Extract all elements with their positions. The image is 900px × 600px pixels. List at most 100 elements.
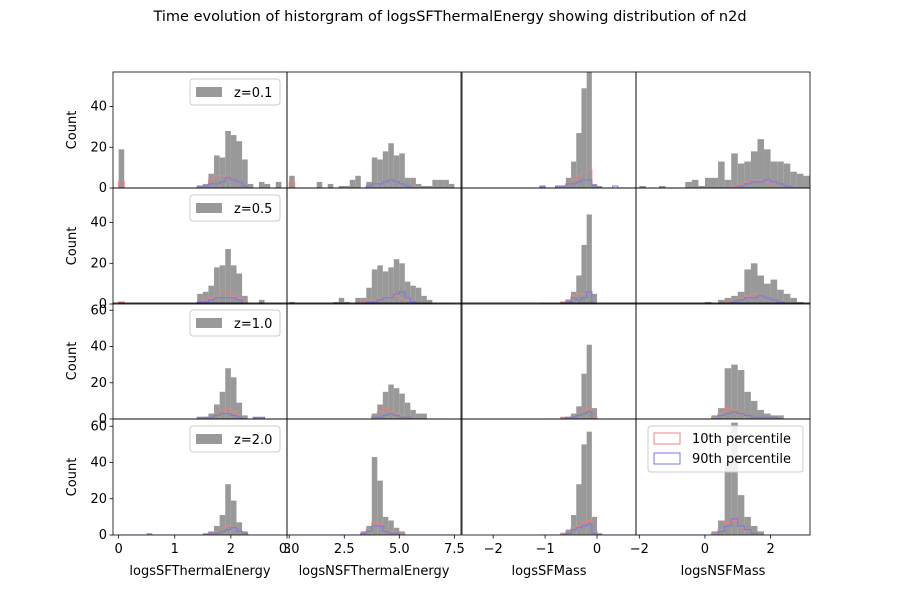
histogram-bar xyxy=(691,179,699,188)
histogram-bar xyxy=(360,297,367,304)
legend-label: z=2.0 xyxy=(234,433,272,448)
panel-r2-c0 xyxy=(118,368,282,419)
histogram-bar xyxy=(718,161,725,188)
histogram-bar xyxy=(382,151,389,188)
p10-step-line xyxy=(289,295,455,304)
legend-label: z=0.5 xyxy=(234,202,272,217)
histogram-bar xyxy=(366,287,372,304)
p10-step-line xyxy=(639,407,810,419)
histogram-bar xyxy=(393,155,400,188)
histogram-bar xyxy=(118,149,125,188)
x-tick-label: 7.5 xyxy=(444,542,465,557)
histogram-bar xyxy=(197,185,203,188)
p90-step-line xyxy=(639,518,810,535)
panel-frame xyxy=(461,187,637,305)
histogram-bar xyxy=(421,413,427,419)
panel-frame xyxy=(461,302,637,420)
y-tick-label: 0 xyxy=(99,412,107,427)
histogram-bar xyxy=(208,173,215,188)
histogram-bar xyxy=(415,413,422,419)
legend-label-p90: 90th percentile xyxy=(692,452,791,467)
p10-step-line xyxy=(639,293,810,304)
histogram-bar xyxy=(399,153,405,188)
histogram-bar xyxy=(565,529,572,535)
histogram-bar xyxy=(783,163,791,188)
histogram-bar xyxy=(404,177,411,188)
histogram-bar xyxy=(219,157,226,188)
histogram-bar xyxy=(366,181,372,188)
y-tick-label: 60 xyxy=(90,419,107,434)
histogram-bar xyxy=(777,161,784,188)
p10-step-line xyxy=(118,289,282,304)
x-tick-label: 0 xyxy=(114,542,122,557)
p10-step-line xyxy=(539,169,636,188)
panel-frame xyxy=(635,418,811,536)
histogram-bar xyxy=(737,370,745,419)
histogram-bar xyxy=(214,267,220,304)
histogram-bar xyxy=(382,391,389,419)
histogram-bar xyxy=(316,181,323,188)
histogram-bar xyxy=(388,267,394,304)
histogram-bar xyxy=(415,287,422,304)
panel-r0-c3 xyxy=(639,139,830,188)
histogram-bar xyxy=(731,295,738,304)
histogram-bar xyxy=(581,444,587,535)
x-tick-label: 2 xyxy=(766,542,774,557)
histogram-bar xyxy=(410,409,416,419)
panel-r0-c0 xyxy=(118,131,282,188)
histogram-bar xyxy=(327,183,334,188)
histogram-bar xyxy=(764,283,771,304)
histogram-bar xyxy=(377,480,383,535)
legend-swatch xyxy=(196,203,222,213)
panel-r3-c0 xyxy=(118,484,282,535)
histogram-bar xyxy=(344,185,350,188)
histogram-bar xyxy=(750,525,758,535)
histogram-bar xyxy=(214,525,220,535)
histogram-bar xyxy=(219,265,226,304)
histogram-bar xyxy=(803,175,810,188)
histogram-bar xyxy=(388,384,394,419)
histogram-bar xyxy=(724,462,732,535)
histogram-bar xyxy=(230,500,237,535)
x-tick-label: 3 xyxy=(283,542,291,557)
p90-step-line xyxy=(639,411,810,419)
legend-label: z=0.1 xyxy=(234,86,272,101)
p90-step-line xyxy=(539,291,636,304)
histogram-bar xyxy=(338,185,345,188)
p10-step-line xyxy=(289,407,455,419)
histogram-bar xyxy=(197,293,203,304)
histogram-bar xyxy=(823,182,830,188)
histogram-bar xyxy=(724,368,732,419)
histogram-bar xyxy=(393,388,400,419)
histogram-bar xyxy=(597,185,603,188)
p90-step-line xyxy=(539,523,636,535)
histogram-bar xyxy=(744,516,751,535)
histogram-bar xyxy=(258,417,265,419)
x-tick-label: −1 xyxy=(536,542,555,557)
histogram-bar xyxy=(757,275,765,304)
histogram-bar xyxy=(658,185,666,188)
y-axis-label: Count xyxy=(65,458,80,497)
panel-frame xyxy=(635,302,811,420)
histogram-bar xyxy=(415,183,422,188)
y-tick-label: 40 xyxy=(90,456,107,471)
y-tick-label: 60 xyxy=(90,303,107,318)
histogram-bar xyxy=(421,295,427,304)
histogram-bar xyxy=(698,185,705,188)
histogram-bar xyxy=(757,531,765,535)
panel-r3-c1 xyxy=(289,457,455,535)
panel-r1-c0 xyxy=(118,249,282,304)
histogram-bar xyxy=(426,185,433,188)
legend-label-p10: 10th percentile xyxy=(692,432,791,447)
histogram-bar xyxy=(764,413,771,419)
panel-frame xyxy=(286,418,462,536)
histogram-bar xyxy=(225,131,231,188)
x-tick-label: 0.0 xyxy=(279,542,300,557)
histogram-bar xyxy=(711,177,719,188)
histogram-bar xyxy=(565,417,572,419)
histogram-bar xyxy=(757,139,765,188)
legend-swatch-p90 xyxy=(653,452,681,465)
histogram-bar xyxy=(388,143,394,188)
p90-step-line xyxy=(539,411,636,419)
histogram-bar xyxy=(382,271,389,304)
